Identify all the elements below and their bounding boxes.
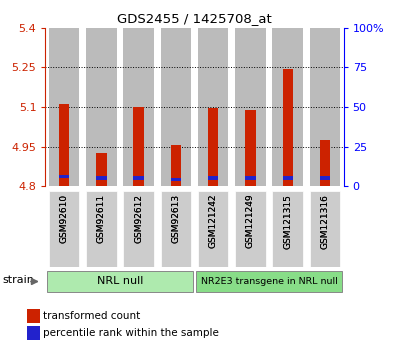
Text: GSM92613: GSM92613 bbox=[171, 194, 181, 243]
Text: GSM121315: GSM121315 bbox=[283, 194, 292, 248]
Text: GSM121242: GSM121242 bbox=[209, 194, 218, 248]
Bar bbox=[198, 28, 228, 186]
Text: transformed count: transformed count bbox=[43, 311, 141, 321]
Bar bbox=[86, 191, 117, 267]
Bar bbox=[86, 28, 117, 186]
FancyBboxPatch shape bbox=[47, 271, 193, 292]
Text: GSM92610: GSM92610 bbox=[60, 194, 69, 243]
Text: GSM92611: GSM92611 bbox=[97, 194, 106, 243]
Text: GSM92613: GSM92613 bbox=[171, 194, 181, 243]
Bar bbox=[320, 176, 330, 180]
Text: GSM121249: GSM121249 bbox=[246, 194, 255, 248]
Text: GSM92610: GSM92610 bbox=[60, 194, 69, 243]
Bar bbox=[320, 140, 330, 186]
Text: GSM92611: GSM92611 bbox=[97, 194, 106, 243]
Bar bbox=[198, 191, 228, 267]
Text: percentile rank within the sample: percentile rank within the sample bbox=[43, 328, 219, 338]
Text: GSM121316: GSM121316 bbox=[320, 194, 329, 248]
Bar bbox=[96, 153, 107, 186]
Bar bbox=[27, 326, 40, 340]
Text: NR2E3 transgene in NRL null: NR2E3 transgene in NRL null bbox=[201, 277, 337, 286]
Text: GSM92612: GSM92612 bbox=[134, 194, 143, 243]
FancyBboxPatch shape bbox=[196, 271, 342, 292]
Bar bbox=[235, 28, 266, 186]
Bar bbox=[161, 191, 191, 267]
Bar bbox=[134, 176, 144, 180]
Bar bbox=[208, 108, 218, 186]
Text: NRL null: NRL null bbox=[97, 276, 143, 286]
Text: GSM92612: GSM92612 bbox=[134, 194, 143, 243]
Bar bbox=[310, 28, 340, 186]
Bar bbox=[282, 69, 293, 186]
Bar bbox=[245, 110, 256, 186]
Bar bbox=[96, 176, 107, 180]
Text: GSM121316: GSM121316 bbox=[320, 194, 329, 248]
Bar bbox=[208, 176, 218, 180]
Bar bbox=[134, 107, 144, 186]
Bar bbox=[27, 309, 40, 323]
Bar bbox=[310, 191, 340, 267]
Bar bbox=[171, 145, 181, 186]
Text: GSM121315: GSM121315 bbox=[283, 194, 292, 248]
Bar bbox=[273, 28, 303, 186]
Bar bbox=[245, 176, 256, 180]
Bar bbox=[171, 178, 181, 181]
Bar bbox=[235, 191, 266, 267]
Bar bbox=[282, 176, 293, 180]
Bar bbox=[123, 191, 154, 267]
Bar bbox=[49, 28, 79, 186]
Bar bbox=[123, 28, 154, 186]
Bar bbox=[273, 191, 303, 267]
Text: GSM121249: GSM121249 bbox=[246, 194, 255, 248]
Bar bbox=[59, 104, 69, 186]
Title: GDS2455 / 1425708_at: GDS2455 / 1425708_at bbox=[117, 12, 272, 25]
Bar bbox=[161, 28, 191, 186]
Text: strain: strain bbox=[2, 275, 34, 285]
Text: GSM121242: GSM121242 bbox=[209, 194, 218, 248]
Bar bbox=[59, 175, 69, 178]
Bar bbox=[49, 191, 79, 267]
